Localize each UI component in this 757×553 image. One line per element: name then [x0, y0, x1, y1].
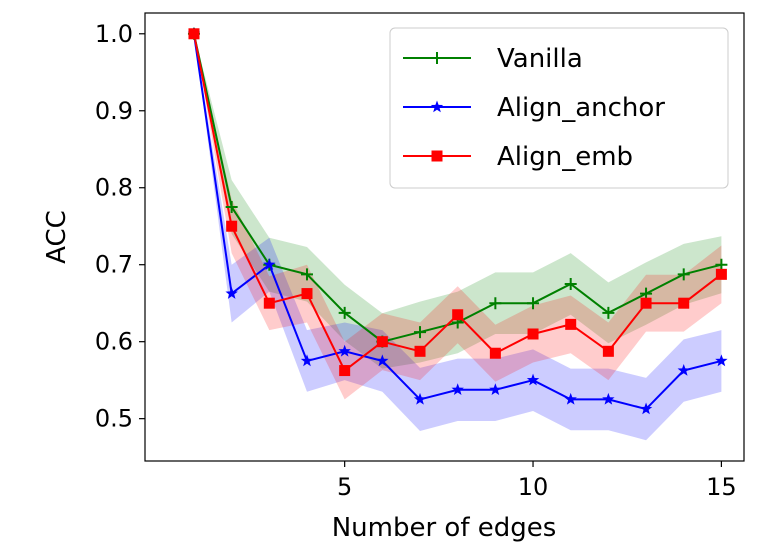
- marker-align-emb: [602, 345, 614, 357]
- y-tick-label: 0.8: [95, 174, 133, 202]
- marker-align-emb: [527, 328, 539, 340]
- marker-vanilla: [225, 200, 238, 213]
- y-axis-label: ACC: [42, 210, 72, 264]
- plot-frame: [144, 12, 745, 462]
- marker-vanilla: [677, 268, 690, 281]
- marker-align-anchor: [526, 373, 540, 386]
- band-align-anchor: [193, 33, 722, 441]
- marker-vanilla: [715, 258, 728, 271]
- marker-align-anchor: [413, 392, 427, 405]
- marker-align-anchor: [602, 392, 615, 405]
- y-tick-label: 1.0: [95, 20, 133, 48]
- marker-align-anchor: [639, 402, 653, 415]
- marker-align-emb: [339, 365, 351, 377]
- marker-align-emb: [489, 347, 501, 359]
- x-tick-label: 10: [518, 473, 549, 501]
- legend-label-align-anchor: Align_anchor: [497, 93, 665, 123]
- marker-align-emb: [226, 220, 238, 232]
- x-tick-label: 15: [706, 473, 737, 501]
- y-tick-label: 0.7: [95, 251, 133, 279]
- y-tick-label: 0.5: [95, 405, 133, 433]
- marker-align-emb: [188, 28, 200, 40]
- y-tick-label: 0.6: [95, 328, 133, 356]
- marker-align-emb: [263, 297, 275, 309]
- marker-vanilla: [300, 268, 313, 281]
- x-tick-label: 5: [337, 473, 352, 501]
- confidence-bands: [193, 33, 722, 441]
- y-axis-ticks: 0.5 0.6 0.7 0.8 0.9 1.0: [95, 20, 145, 433]
- marker-align-emb: [678, 297, 690, 309]
- marker-vanilla: [564, 277, 577, 290]
- legend: Vanilla Align_anchor Align_emb: [389, 27, 729, 189]
- marker-align-anchor: [338, 344, 351, 357]
- band-align-emb: [193, 33, 722, 400]
- marker-align-anchor: [451, 383, 464, 396]
- marker-align-emb: [565, 318, 577, 330]
- x-axis-ticks: 5 10 15: [337, 461, 737, 501]
- marker-align-emb: [452, 309, 464, 321]
- marker-align-anchor: [225, 287, 238, 299]
- marker-vanilla: [602, 306, 615, 319]
- marker-align-emb: [414, 345, 426, 357]
- marker-align-emb: [376, 336, 388, 348]
- legend-label-align-emb: Align_emb: [497, 142, 633, 172]
- marker-align-anchor: [263, 258, 276, 270]
- marker-align-anchor: [564, 392, 577, 405]
- marker-vanilla: [489, 297, 502, 310]
- series-markers: [187, 27, 728, 415]
- legend-marker-align-emb: [431, 150, 443, 162]
- legend-marker-align-anchor: [430, 100, 444, 113]
- marker-align-emb: [301, 288, 313, 300]
- legend-label-vanilla: Vanilla: [497, 44, 583, 74]
- marker-vanilla: [414, 326, 427, 339]
- marker-align-emb: [715, 268, 727, 280]
- x-axis-label: Number of edges: [332, 513, 557, 543]
- marker-vanilla: [338, 306, 351, 319]
- marker-align-emb: [640, 297, 652, 309]
- marker-vanilla: [640, 287, 653, 300]
- legend-marker-vanilla: [431, 52, 443, 64]
- marker-align-anchor: [489, 383, 502, 396]
- legend-box: [389, 27, 729, 189]
- marker-align-anchor: [300, 354, 314, 367]
- marker-align-anchor: [715, 354, 728, 367]
- band-vanilla: [193, 33, 722, 369]
- y-tick-label: 0.9: [95, 97, 133, 125]
- marker-vanilla: [527, 297, 540, 310]
- marker-align-anchor: [677, 364, 690, 376]
- marker-align-anchor: [376, 354, 389, 367]
